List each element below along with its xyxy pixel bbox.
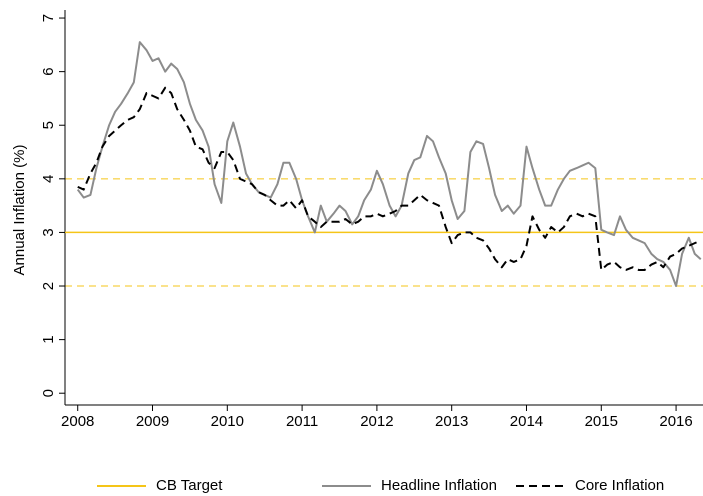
y-tick-label: 0 — [40, 389, 57, 397]
x-tick-label: 2016 — [659, 413, 692, 430]
y-tick-label: 6 — [40, 67, 57, 75]
series-line — [77, 86, 702, 271]
legend-label: Core Inflation — [575, 477, 664, 494]
x-tick-label: 2011 — [286, 413, 318, 430]
x-tick-label: 2014 — [510, 413, 543, 430]
legend-label: Headline Inflation — [381, 477, 497, 494]
y-tick-label: 4 — [40, 175, 57, 183]
x-tick-label: 2009 — [136, 413, 169, 430]
x-tick-label: 2013 — [435, 413, 468, 430]
y-axis-title: Annual Inflation (%) — [11, 145, 28, 276]
x-tick-label: 2010 — [211, 413, 244, 430]
x-tick-label: 2008 — [61, 413, 94, 430]
x-tick-label: 2015 — [585, 413, 618, 430]
x-tick-label: 2012 — [360, 413, 393, 430]
legend-label: CB Target — [156, 477, 223, 494]
y-tick-label: 3 — [40, 228, 57, 236]
y-tick-label: 5 — [40, 121, 57, 129]
series-line — [76, 41, 702, 288]
y-tick-label: 7 — [40, 14, 57, 22]
y-tick-label: 2 — [40, 282, 57, 290]
y-tick-label: 1 — [40, 335, 57, 343]
